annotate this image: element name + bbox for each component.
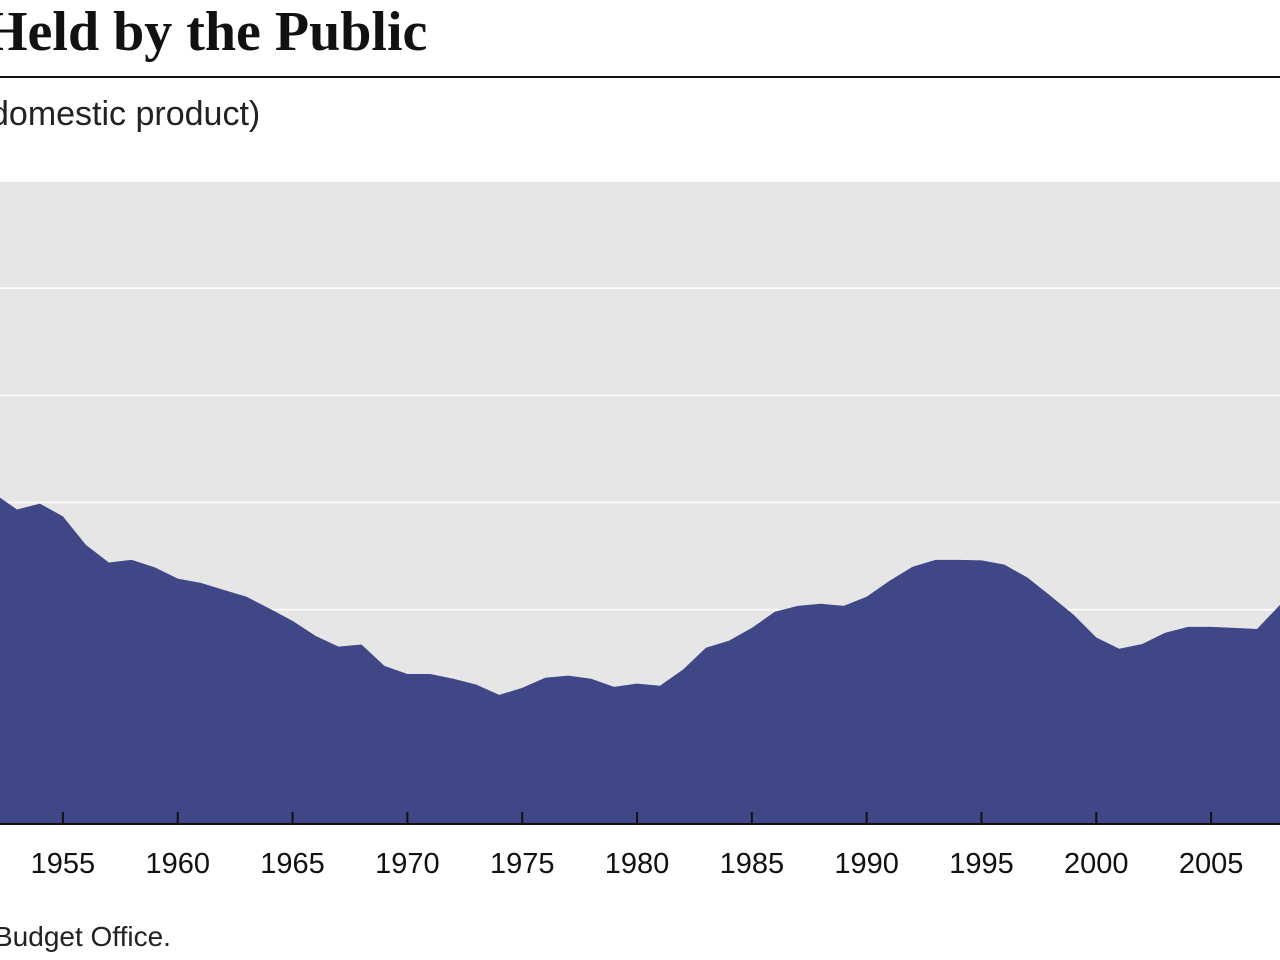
x-tick-label: 1955 [31,848,96,880]
chart-title: Held by the Public [0,1,427,63]
chart-subtitle: domestic product) [0,95,260,133]
x-tick-label: 1995 [949,848,1014,880]
x-tick-label: 1960 [145,848,210,880]
x-tick-label: 1985 [720,848,785,880]
x-tick-label: 1990 [834,848,899,880]
plot-clip [0,181,1280,824]
source-note: Budget Office. [0,921,171,952]
x-tick-label: 1970 [375,848,440,880]
x-tick-label: 1965 [260,848,325,880]
area [0,497,1280,824]
x-tick-label: 2005 [1179,848,1244,880]
x-tick-label: 1980 [605,848,670,880]
x-tick-label: 1975 [490,848,555,880]
x-tick-label: 2000 [1064,848,1129,880]
